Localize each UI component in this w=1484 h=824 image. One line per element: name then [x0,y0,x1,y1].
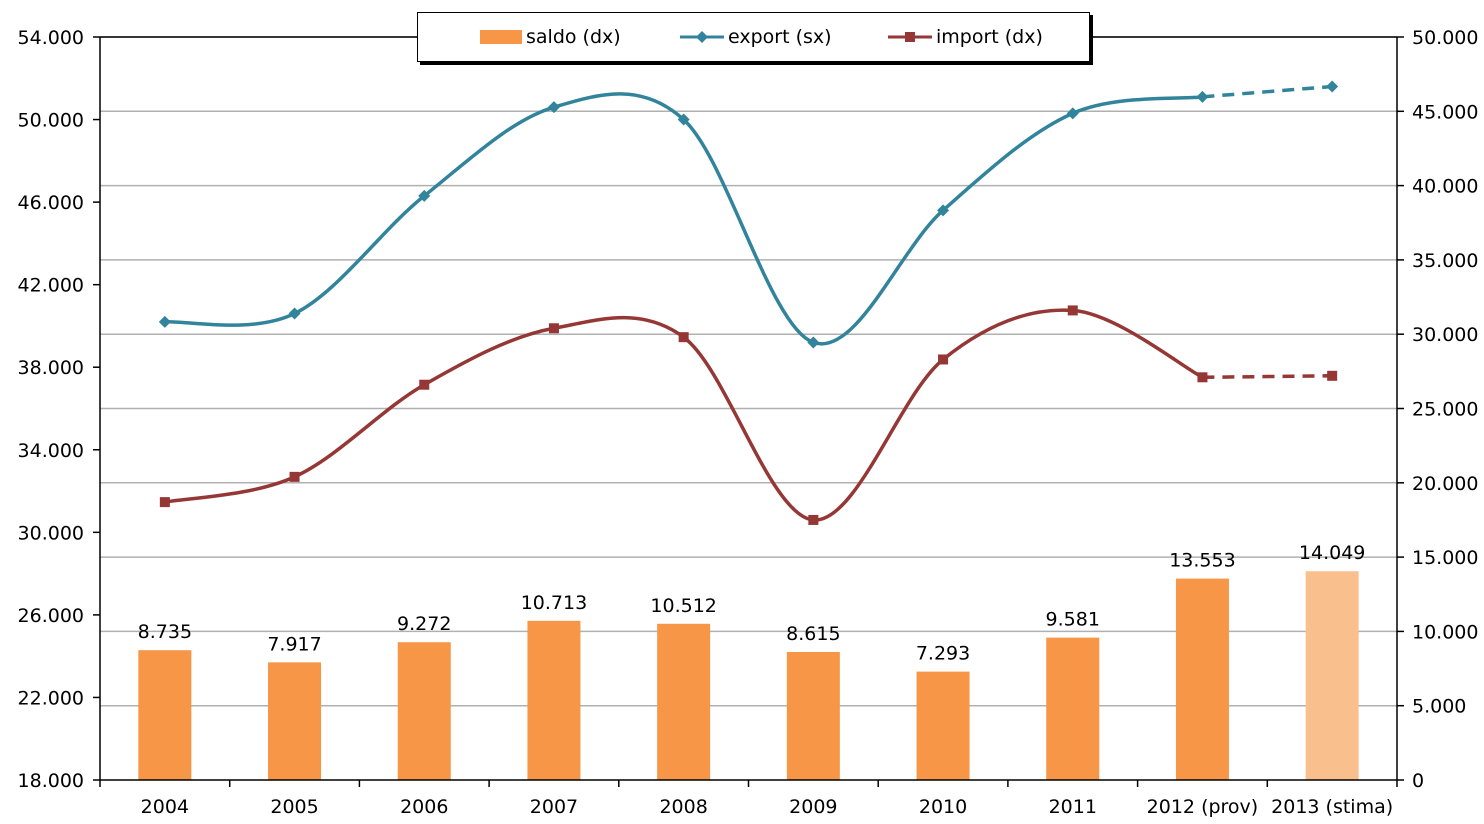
point-export-2009 [807,336,820,349]
point-import-2004 [159,497,170,508]
x-tick-label: 2004 [141,796,189,818]
bar-saldo-2010 [916,671,970,780]
legend-swatch-export [680,31,724,43]
point-import-2008 [678,332,689,343]
left-tick-label: 46.000 [18,192,84,214]
bar-saldo-2005 [268,662,322,780]
left-tick-label: 42.000 [18,275,84,297]
left-tick-label: 50.000 [18,110,84,132]
bar-label-saldo: 10.512 [650,595,716,617]
x-tick-label: 2008 [659,796,707,818]
point-import-2007 [548,323,559,334]
bar-saldo-2009 [786,651,840,780]
left-tick-label: 54.000 [18,27,84,49]
x-tick-label: 2006 [400,796,448,818]
right-tick-label: 15.000 [1412,547,1478,569]
bar-saldo-2008 [657,623,711,780]
point-import-2010 [938,354,949,365]
point-import-2012 (prov) [1197,372,1208,383]
point-export-2010 [937,204,950,217]
point-import-2011 [1067,305,1078,316]
bar-label-saldo: 8.735 [138,621,192,643]
point-export-2013 (stima) [1326,80,1339,93]
x-tick-label: 2013 (stima) [1271,796,1393,818]
line-import [164,308,1204,522]
left-tick-label: 26.000 [18,605,84,627]
legend-item-import: import (dx) [888,26,1043,48]
bar-label-saldo: 7.293 [916,643,970,665]
bar-label-saldo: 9.581 [1046,609,1100,631]
line-export-dashed [1202,84,1333,99]
right-tick-label: 20.000 [1412,473,1478,495]
point-export-2007 [547,101,560,114]
left-tick-label: 34.000 [18,440,84,462]
point-import-2013 (stima) [1327,370,1338,381]
right-tick-label: 25.000 [1412,399,1478,421]
point-export-2005 [288,307,301,320]
right-tick-label: 10.000 [1412,621,1478,643]
point-export-2008 [677,113,690,126]
right-tick-label: 50.000 [1412,27,1478,49]
right-tick-label: 35.000 [1412,250,1478,272]
bar-saldo-2011 [1046,637,1100,780]
x-tick-label: 2012 (prov) [1147,796,1259,818]
point-export-2006 [418,189,431,202]
legend-marker [905,32,915,42]
left-tick-label: 22.000 [18,687,84,709]
bar-label-saldo: 7.917 [267,633,321,655]
bar-saldo-2006 [397,642,451,780]
line-export [164,92,1203,346]
point-export-2004 [158,315,171,328]
x-tick-label: 2005 [270,796,318,818]
right-tick-label: 0 [1412,770,1424,792]
x-tick-label: 2007 [530,796,578,818]
x-tick-label: 2011 [1049,796,1097,818]
point-import-2006 [419,379,430,390]
point-export-2012 (prov) [1196,90,1209,103]
line-import-dashed [1202,374,1333,380]
bar-saldo-2007 [527,620,581,780]
left-tick-label: 18.000 [18,770,84,792]
right-tick-label: 5.000 [1412,696,1466,718]
bar-label-saldo: 8.615 [786,623,840,645]
legend-label-import: import (dx) [936,26,1043,48]
legend-label-saldo: saldo (dx) [526,26,621,48]
left-tick-label: 30.000 [18,522,84,544]
bar-saldo-2012 (prov) [1175,578,1229,780]
bar-label-saldo: 13.553 [1169,550,1235,572]
point-import-2009 [808,514,819,525]
bar-label-saldo: 14.049 [1299,542,1365,564]
bar-label-saldo: 9.272 [397,613,451,635]
bar-saldo-2004 [138,650,192,780]
legend-swatch-saldo [480,30,522,44]
legend-item-export: export (sx) [680,26,832,48]
x-tick-label: 2010 [919,796,967,818]
legend-label-export: export (sx) [728,26,832,48]
bar-label-saldo: 10.713 [521,592,587,614]
right-tick-label: 40.000 [1412,176,1478,198]
x-tick-label: 2009 [789,796,837,818]
legend-swatch-import [888,32,932,42]
legend-item-saldo: saldo (dx) [480,26,621,48]
left-tick-label: 38.000 [18,357,84,379]
point-export-2011 [1066,107,1079,120]
legend-marker [696,31,708,43]
right-tick-label: 45.000 [1412,101,1478,123]
right-tick-label: 30.000 [1412,324,1478,346]
legend: saldo (dx) export (sx) import (dx) [417,12,1090,62]
point-import-2005 [289,471,300,482]
bar-saldo-2013 (stima) [1305,571,1359,780]
